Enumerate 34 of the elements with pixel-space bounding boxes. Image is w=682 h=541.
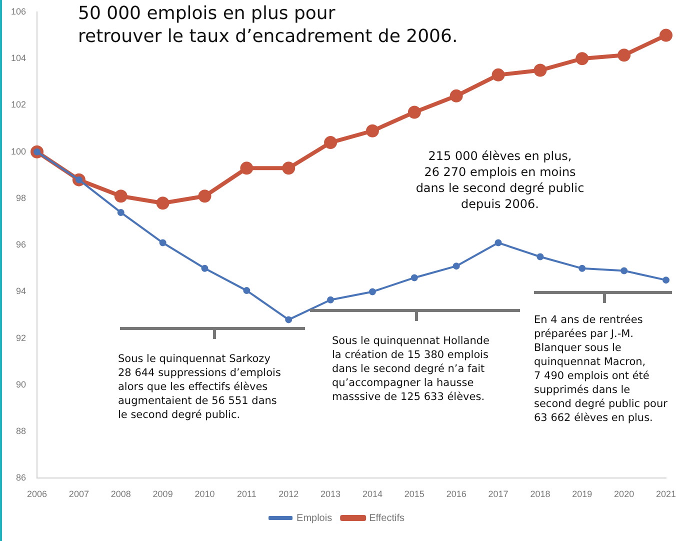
annotation: Sous le quinquennat Sarkozy 28 644 suppressions d’emplois alors que les effectifs élèves augmentaient de 56 551 dans le second degré public. [118, 352, 282, 422]
x-tick-label: 2019 [572, 489, 592, 500]
y-tick-label: 96 [16, 240, 26, 250]
x-tick-label: 2018 [530, 489, 550, 500]
legend-label: Emplois [296, 512, 332, 524]
x-tick-label: 2012 [278, 489, 299, 500]
x-tick-label: 2011 [237, 489, 256, 500]
y-tick-label: 98 [16, 192, 26, 203]
x-tick-label: 2007 [68, 489, 89, 500]
x-tick-label: 2010 [194, 489, 215, 500]
y-tick-label: 94 [16, 286, 26, 296]
y-tick-label: 92 [16, 332, 26, 343]
annotation: En 4 ans de rentrées préparées par J.-M. Blanquer sous le quinquennat Macron, 7 490 emplois ont été supprimés dans le second degré public pour 63 662 élèves en plus. [534, 313, 668, 425]
y-tick-label: 86 [16, 472, 26, 483]
chart-title: 50 000 emplois en plus pour retrouver le taux d’encadrement de 2006. [78, 2, 458, 48]
x-tick-label: 2008 [110, 489, 131, 500]
x-tick-label: 2021 [656, 489, 676, 500]
x-tick-label: 2006 [27, 489, 48, 500]
annotation: Sous le quinquennat Hollande la création de 15 380 emplois dans le second degré n’a fait qu’accompagner la hausse masssive de 125 633 élèves. [332, 334, 491, 404]
x-tick-label: 2009 [152, 489, 173, 500]
x-tick-label: 2013 [320, 489, 341, 500]
x-tick-label: 2020 [614, 489, 634, 500]
annotation: 215 000 élèves en plus, 26 270 emplois en moins dans le second degré public depuis 2006. [414, 148, 586, 212]
legend-label: Effectifs [369, 512, 404, 524]
y-tick-label: 106 [10, 6, 26, 16]
x-tick-label: 2017 [488, 489, 508, 500]
x-tick-label: 2014 [362, 489, 382, 500]
y-tick-label: 100 [10, 146, 26, 156]
x-tick-label: 2015 [404, 489, 424, 500]
y-tick-label: 90 [16, 379, 26, 390]
y-tick-label: 102 [10, 100, 26, 110]
y-tick-label: 104 [10, 53, 26, 64]
y-tick-label: 88 [16, 426, 26, 436]
x-tick-label: 2016 [446, 489, 466, 500]
